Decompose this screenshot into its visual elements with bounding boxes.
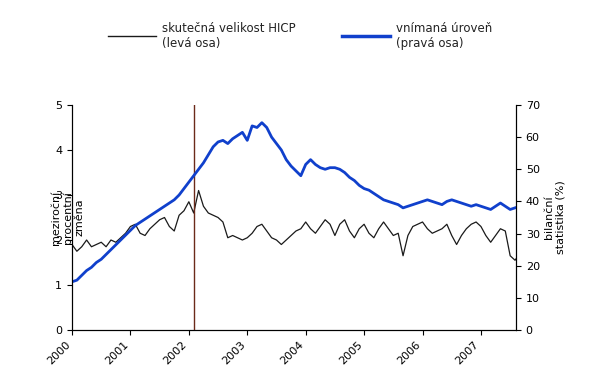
skutečná velikost HICP
(levá osa) <box>511 258 518 262</box>
vnímaná úroveň
(pravá osa) <box>497 201 504 205</box>
Y-axis label: bilanční
statistika (%): bilanční statistika (%) <box>544 181 566 254</box>
skutečná velikost HICP
(levá osa) <box>131 222 139 226</box>
vnímaná úroveň
(pravá osa) <box>273 141 280 146</box>
vnímaná úroveň
(pravá osa) <box>307 158 314 162</box>
skutečná velikost HICP
(levá osa) <box>195 188 202 193</box>
vnímaná úroveň
(pravá osa) <box>131 223 139 228</box>
skutečná velikost HICP
(levá osa) <box>307 226 314 231</box>
vnímaná úroveň
(pravá osa) <box>68 279 76 284</box>
vnímaná úroveň
(pravá osa) <box>200 160 207 165</box>
skutečná velikost HICP
(levá osa) <box>322 217 329 222</box>
Y-axis label: meziroční
procentní
změna: meziroční procentní změna <box>51 190 85 244</box>
vnímaná úroveň
(pravá osa) <box>258 120 265 125</box>
skutečná velikost HICP
(levá osa) <box>68 242 76 247</box>
vnímaná úroveň
(pravá osa) <box>322 167 329 171</box>
skutečná velikost HICP
(levá osa) <box>205 211 212 215</box>
Line: vnímaná úroveň
(pravá osa): vnímaná úroveň (pravá osa) <box>72 123 535 282</box>
Line: skutečná velikost HICP
(levá osa): skutečná velikost HICP (levá osa) <box>72 190 535 260</box>
vnímaná úroveň
(pravá osa) <box>531 206 538 210</box>
Text: skutečná velikost HICP
(levá osa): skutečná velikost HICP (levá osa) <box>162 22 296 50</box>
skutečná velikost HICP
(levá osa) <box>273 238 280 242</box>
Text: vnímaná úroveň
(pravá osa): vnímaná úroveň (pravá osa) <box>396 22 492 50</box>
skutečná velikost HICP
(levá osa) <box>531 242 538 247</box>
skutečná velikost HICP
(levá osa) <box>497 226 504 231</box>
